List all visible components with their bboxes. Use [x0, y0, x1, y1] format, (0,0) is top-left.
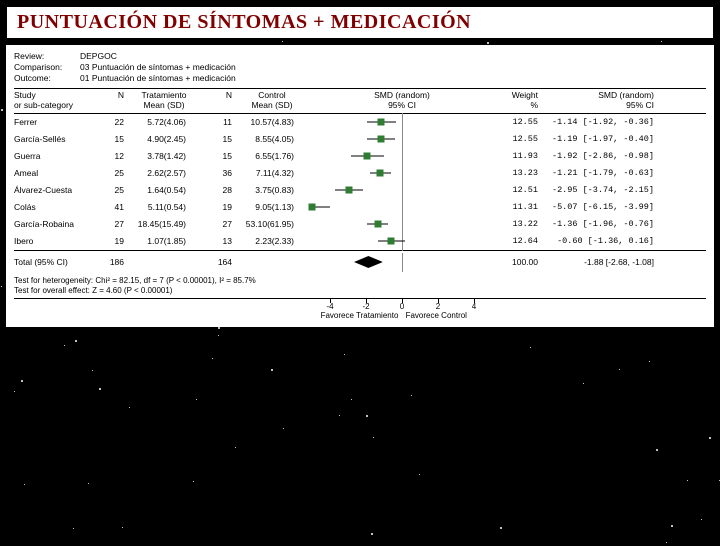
- axis-area: -4-2024 Favorece Tratamiento Favorece Co…: [14, 298, 706, 323]
- hdr-treat: TratamientoMean (SD): [124, 91, 204, 111]
- overall-effect-test: Test for overall effect: Z = 4.60 (P < 0…: [14, 286, 706, 296]
- slide-title: PUNTUACIÓN DE SÍNTOMAS + MEDICACIÓN: [17, 11, 703, 34]
- table-row: García-Robaina2718.45(15.49)2753.10(61.9…: [14, 216, 706, 233]
- table-row: Álvarez-Cuesta251.64(0.54)283.75(0.83)12…: [14, 182, 706, 199]
- hdr-ctrl: ControlMean (SD): [232, 91, 312, 111]
- comparison-value: 03 Puntuación de síntomas + medicación: [80, 62, 236, 73]
- review-label: Review:: [14, 51, 74, 62]
- total-weight: 100.00: [492, 257, 538, 267]
- meta-block: Review: DEPGOC Comparison: 03 Puntuación d…: [14, 51, 706, 84]
- table-row: Ibero191.07(1.85)132.23(2.33)12.64-0.60 …: [14, 233, 706, 250]
- outcome-value: 01 Puntuación de síntomas + medicación: [80, 73, 236, 84]
- study-rows: Ferrer225.72(4.06)1110.57(4.83)12.55-1.1…: [14, 114, 706, 251]
- table-row: Guerra123.78(1.42)156.55(1.76)11.93-1.92…: [14, 148, 706, 165]
- total-smd: -1.88 [-2.68, -1.08]: [538, 257, 658, 267]
- column-headers: Studyor sub-category N TratamientoMean (…: [14, 88, 706, 114]
- comparison-label: Comparison:: [14, 62, 74, 73]
- axis-scale: -4-2024: [312, 299, 492, 311]
- hdr-weight: Weight%: [492, 91, 538, 111]
- title-bar: PUNTUACIÓN DE SÍNTOMAS + MEDICACIÓN: [6, 6, 714, 39]
- table-row: Colás415.11(0.54)199.05(1.13)11.31-5.07 …: [14, 199, 706, 216]
- table-row: Ferrer225.72(4.06)1110.57(4.83)12.55-1.1…: [14, 114, 706, 131]
- hdr-n-treat: N: [96, 91, 124, 111]
- test-footer: Test for heterogeneity: Chi² = 82.15, df…: [14, 274, 706, 297]
- favours-control-label: Favorece Control: [406, 311, 467, 320]
- heterogeneity-test: Test for heterogeneity: Chi² = 82.15, df…: [14, 276, 706, 286]
- outcome-label: Outcome:: [14, 73, 74, 84]
- total-n-treat: 186: [96, 257, 124, 267]
- pooled-diamond-plot: [312, 254, 492, 271]
- hdr-study: Studyor sub-category: [14, 91, 96, 111]
- hdr-n-ctrl: N: [204, 91, 232, 111]
- table-row: Ameal252.62(2.57)367.11(4.32)13.23-1.21 …: [14, 165, 706, 182]
- forest-plot-panel: Review: DEPGOC Comparison: 03 Puntuación d…: [6, 45, 714, 327]
- hdr-smd: SMD (random)95% CI: [538, 91, 658, 111]
- total-label: Total (95% CI): [14, 257, 96, 267]
- total-row: Total (95% CI) 186 164 100.00 -1.88 [-2.…: [14, 251, 706, 274]
- total-n-ctrl: 164: [204, 257, 232, 267]
- favours-treatment-label: Favorece Tratamiento: [321, 311, 399, 320]
- hdr-plot: SMD (random)95% CI: [312, 91, 492, 111]
- table-row: García-Sellés154.90(2.45)158.55(4.05)12.…: [14, 131, 706, 148]
- review-value: DEPGOC: [80, 51, 117, 62]
- axis-direction-labels: Favorece Tratamiento Favorece Control: [312, 311, 492, 323]
